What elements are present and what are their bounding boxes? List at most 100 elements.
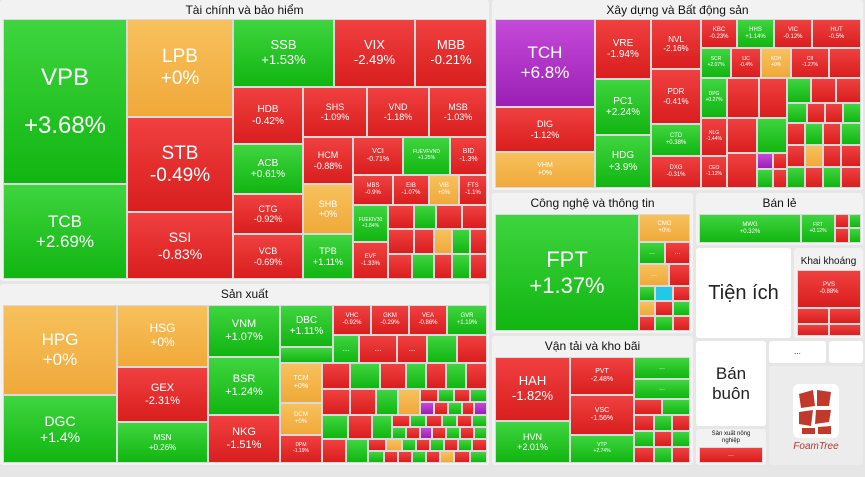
tile-more[interactable]: ...: [665, 242, 690, 264]
tile-TPB[interactable]: TPB +1.11%: [303, 234, 353, 279]
tile-MSN[interactable]: MSN +0.26%: [117, 422, 208, 463]
tile-DXG[interactable]: DXG -0.31%: [651, 156, 701, 188]
tile-small[interactable]: [410, 415, 426, 427]
tile-small[interactable]: [787, 123, 805, 145]
tile-KDH[interactable]: KDH +0%: [761, 48, 791, 78]
tile-small[interactable]: [634, 431, 654, 447]
tile-DBC[interactable]: DBC +1.11%: [280, 305, 333, 347]
tile-EVF[interactable]: EVF -1.33%: [353, 242, 388, 279]
tile-VCB[interactable]: VCB -0.69%: [233, 234, 303, 279]
tile-small[interactable]: [452, 254, 470, 279]
tile-DIG[interactable]: DIG -1.12%: [495, 107, 595, 152]
tile-small[interactable]: [823, 167, 841, 188]
tile-more[interactable]: ...: [634, 357, 690, 379]
tile-small[interactable]: [655, 286, 673, 301]
tile-small[interactable]: [427, 335, 457, 363]
tile-small[interactable]: [634, 399, 662, 415]
tile-more[interactable]: ...: [397, 335, 427, 363]
tile-small[interactable]: [823, 123, 841, 145]
tile-small[interactable]: [829, 308, 861, 324]
sector-wholesale-label[interactable]: Bán buôn: [696, 341, 766, 426]
tile-small[interactable]: [372, 415, 392, 439]
tile-small[interactable]: [462, 402, 474, 415]
tile-HVN[interactable]: HVN +2.01%: [495, 421, 570, 463]
tile-small[interactable]: [673, 316, 690, 331]
tile-small[interactable]: [322, 389, 350, 415]
tile-DGC[interactable]: DGC +1.4%: [3, 395, 117, 463]
tile-small[interactable]: [639, 301, 655, 316]
tile-small[interactable]: [414, 229, 434, 254]
tile-small[interactable]: [446, 363, 466, 389]
tile-small[interactable]: [727, 78, 759, 118]
tile-small[interactable]: [414, 205, 436, 229]
tile-small[interactable]: [787, 145, 805, 167]
tile-TCB[interactable]: TCB +2.69%: [3, 184, 127, 279]
tile-small[interactable]: [829, 48, 861, 78]
tile-small[interactable]: [841, 123, 861, 145]
tile-small[interactable]: [727, 153, 757, 188]
tile-MSB[interactable]: MSB -1.03%: [429, 87, 487, 137]
tile-STB[interactable]: STB -0.49%: [127, 117, 233, 212]
tile-small[interactable]: [384, 451, 398, 463]
tile-small[interactable]: [672, 431, 690, 447]
tile-small[interactable]: [434, 402, 448, 415]
tile-small[interactable]: [787, 167, 805, 188]
tile-MWG[interactable]: MWG +0.32%: [699, 214, 801, 243]
tile-small[interactable]: [346, 439, 368, 463]
tile-small[interactable]: [280, 347, 333, 363]
tile-small[interactable]: [639, 316, 655, 331]
tile-VCI[interactable]: VCI -0.71%: [353, 137, 403, 175]
tile-MBS[interactable]: MBS -0.9%: [353, 175, 393, 205]
tile-small[interactable]: [436, 205, 462, 229]
tile-small[interactable]: [727, 118, 757, 153]
tile-SSB[interactable]: SSB +1.53%: [233, 19, 334, 87]
tile-small[interactable]: [673, 286, 690, 301]
tile-small[interactable]: [662, 399, 690, 415]
tile-small[interactable]: [388, 205, 414, 229]
sector-utilities-label[interactable]: Tiện ích: [696, 248, 791, 338]
tile-small[interactable]: [392, 427, 406, 439]
tile-small[interactable]: [843, 103, 861, 123]
tile-CEO[interactable]: CEO -1.12%: [701, 156, 727, 188]
tile-PVT[interactable]: PVT -2.48%: [570, 357, 634, 395]
tile-small[interactable]: [388, 229, 414, 254]
tile-small[interactable]: [470, 229, 487, 254]
tile-KBC[interactable]: KBC -0.23%: [701, 19, 737, 48]
tile-FPT[interactable]: FPT +1.37%: [495, 214, 639, 331]
tile-small[interactable]: [426, 363, 446, 389]
tile-small[interactable]: [376, 389, 398, 415]
tile-IJC[interactable]: IJC -0.4%: [731, 48, 761, 78]
tile-small[interactable]: [654, 431, 672, 447]
tile-CII[interactable]: CII -1.27%: [791, 48, 829, 78]
tile-small[interactable]: [388, 254, 412, 279]
tile-small[interactable]: [807, 103, 825, 123]
tile-small[interactable]: [634, 415, 654, 431]
tile-VND[interactable]: VND -1.18%: [367, 87, 429, 137]
tile-CMG[interactable]: CMG +0%: [639, 214, 690, 242]
tile-small[interactable]: [368, 451, 384, 463]
tile-small[interactable]: [797, 324, 829, 336]
tile-GEX[interactable]: GEX -2.31%: [117, 367, 208, 422]
tile-small[interactable]: [416, 439, 430, 451]
tile-small[interactable]: [805, 167, 823, 188]
tile-small[interactable]: [398, 389, 420, 415]
tile-small[interactable]: [849, 214, 861, 228]
tile-small[interactable]: [787, 78, 811, 103]
tile-small[interactable]: [841, 167, 861, 188]
tile-small[interactable]: [454, 451, 470, 463]
tile-small[interactable]: [368, 439, 386, 451]
tile-BSR[interactable]: BSR +1.24%: [208, 357, 280, 415]
tile-small[interactable]: [434, 254, 452, 279]
tile-PDR[interactable]: PDR -0.41%: [651, 69, 701, 124]
tile-small[interactable]: [452, 229, 470, 254]
tile-small[interactable]: [655, 316, 673, 331]
tile-small[interactable]: [444, 439, 458, 451]
tile-small[interactable]: [757, 118, 787, 153]
tile-small[interactable]: [458, 439, 472, 451]
tile-ACB[interactable]: ACB +0.61%: [233, 144, 303, 194]
tile-small[interactable]: [434, 229, 452, 254]
tile-small[interactable]: [462, 205, 487, 229]
tile-small[interactable]: [460, 427, 474, 439]
tile-VHC[interactable]: VHC -0.92%: [333, 305, 371, 335]
tile-small[interactable]: [420, 389, 438, 402]
